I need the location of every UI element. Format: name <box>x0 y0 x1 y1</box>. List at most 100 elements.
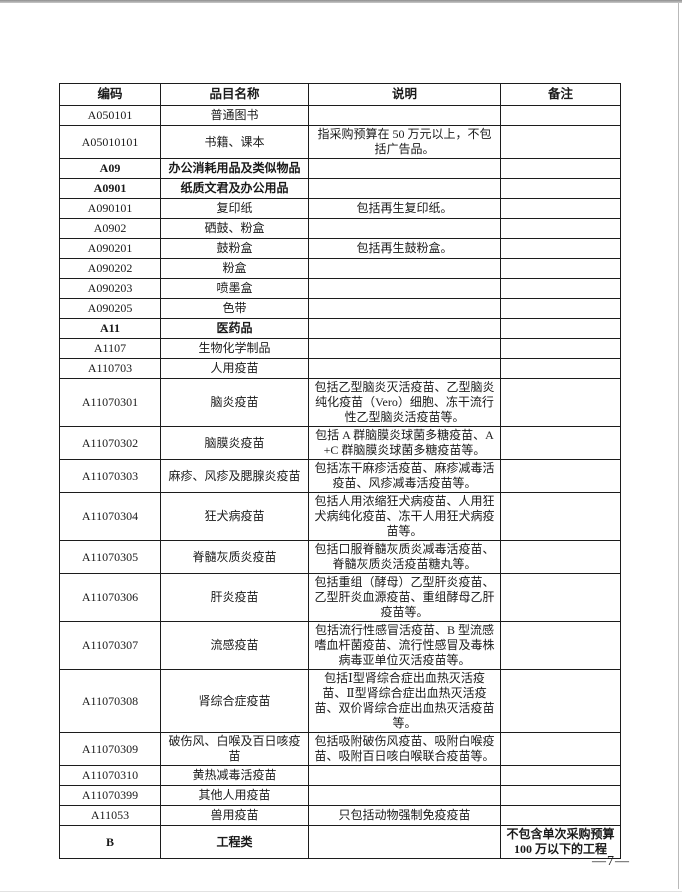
table-row: A090202 粉盒 <box>59 258 621 279</box>
cell-item-name: 生物化学制品 <box>160 338 309 359</box>
table-row: A11070306 肝炎疫苗 包括重组（酵母）乙型肝炎疫苗、乙型肝炎血源疫苗、重组酵… <box>59 573 621 622</box>
cell-remarks <box>500 805 621 826</box>
header-code: 编码 <box>59 83 161 106</box>
cell-code: A09 <box>59 158 161 179</box>
cell-code: A11070306 <box>59 573 161 622</box>
cell-description: 包括冻干麻疹活疫苗、麻疹减毒活疫苗、风疹减毒活疫苗等。 <box>308 459 501 493</box>
cell-item-name: 脊髓灰质炎疫苗 <box>160 540 309 574</box>
cell-code: A050101 <box>59 105 161 126</box>
table-row: A0902 硒鼓、粉盒 <box>59 218 621 239</box>
cell-remarks <box>500 732 621 766</box>
cell-remarks <box>500 378 621 427</box>
cell-code: A11070308 <box>59 669 161 733</box>
scan-edge-top <box>0 0 682 3</box>
cell-code: A11070304 <box>59 492 161 541</box>
cell-item-name: 人用疫苗 <box>160 358 309 379</box>
cell-remarks <box>500 125 621 159</box>
cell-code: A11070301 <box>59 378 161 427</box>
cell-remarks <box>500 540 621 574</box>
cell-code: A11070310 <box>59 765 161 786</box>
cell-item-name: 喷墨盒 <box>160 278 309 299</box>
cell-remarks <box>500 573 621 622</box>
cell-code: A0902 <box>59 218 161 239</box>
cell-remarks <box>500 765 621 786</box>
cell-description: 包括吸附破伤风疫苗、吸附白喉疫苗、吸附百日咳白喉联合疫苗等。 <box>308 732 501 766</box>
cell-description: 包括人用浓缩狂犬病疫苗、人用狂犬病纯化疫苗、冻干人用狂犬病疫苗等。 <box>308 492 501 541</box>
table-row: A11070308 肾综合症疫苗 包括Ⅰ型肾综合症出血热灭活疫苗、Ⅱ型肾综合症出血热… <box>59 669 621 733</box>
table-row: A11070301 脑炎疫苗 包括乙型脑炎灭活疫苗、乙型脑炎纯化疫苗（Vero）细胞… <box>59 378 621 427</box>
table-row: A11070304 狂犬病疫苗 包括人用浓缩狂犬病疫苗、人用狂犬病纯化疫苗、冻干人用… <box>59 492 621 541</box>
cell-item-name: 办公消耗用品及类似物品 <box>160 158 309 179</box>
cell-remarks <box>500 218 621 239</box>
catalog-table-body: A050101 普通图书 A05010101 书籍、课本 指采购预算在 50 万元以上，… <box>59 105 621 859</box>
cell-description: 包括流行性感冒活疫苗、B 型流感嗜血杆菌疫苗、流行性感冒及毒株病毒亚单位灭活疫苗… <box>308 621 501 670</box>
cell-code: A05010101 <box>59 125 161 159</box>
cell-description <box>308 278 501 299</box>
cell-item-name: 脑炎疫苗 <box>160 378 309 427</box>
table-row: A110703 人用疫苗 <box>59 358 621 379</box>
cell-description: 包括重组（酵母）乙型肝炎疫苗、乙型肝炎血源疫苗、重组酵母乙肝疫苗等。 <box>308 573 501 622</box>
cell-item-name: 肝炎疫苗 <box>160 573 309 622</box>
page-number: —7— <box>592 854 630 869</box>
cell-code: A090205 <box>59 298 161 319</box>
table-row: A11070399 其他人用疫苗 <box>59 785 621 806</box>
cell-remarks <box>500 426 621 460</box>
cell-remarks <box>500 785 621 806</box>
table-header-row: 编码 品目名称 说明 备注 <box>59 83 621 106</box>
cell-item-name: 纸质文君及办公用品 <box>160 178 309 199</box>
cell-item-name: 鼓粉盒 <box>160 238 309 259</box>
cell-description <box>308 765 501 786</box>
cell-remarks <box>500 105 621 126</box>
cell-code: A11070302 <box>59 426 161 460</box>
procurement-catalog-table: 编码 品目名称 说明 备注 A050101 普通图书 A05010101 书籍、课本指… <box>59 83 621 859</box>
cell-item-name: 其他人用疫苗 <box>160 785 309 806</box>
cell-code: A11070399 <box>59 785 161 806</box>
cell-remarks <box>500 238 621 259</box>
cell-item-name: 硒鼓、粉盒 <box>160 218 309 239</box>
cell-description <box>308 178 501 199</box>
cell-item-name: 脑膜炎疫苗 <box>160 426 309 460</box>
table-row: A090101 复印纸 包括再生复印纸。 <box>59 198 621 219</box>
cell-item-name: 狂犬病疫苗 <box>160 492 309 541</box>
cell-code: A0901 <box>59 178 161 199</box>
cell-description: 包括 A 群脑膜炎球菌多糖疫苗、A+C 群脑膜炎球菌多糖疫苗等。 <box>308 426 501 460</box>
cell-description <box>308 358 501 379</box>
cell-item-name: 复印纸 <box>160 198 309 219</box>
cell-item-name: 兽用疫苗 <box>160 805 309 826</box>
table-row: A05010101 书籍、课本 指采购预算在 50 万元以上，不包括广告品。 <box>59 125 621 159</box>
cell-code: A090203 <box>59 278 161 299</box>
cell-remarks <box>500 459 621 493</box>
cell-item-name: 粉盒 <box>160 258 309 279</box>
cell-code: A090201 <box>59 238 161 259</box>
table-row: A11053 兽用疫苗 只包括动物强制免疫疫苗 <box>59 805 621 826</box>
cell-remarks <box>500 358 621 379</box>
cell-code: A090202 <box>59 258 161 279</box>
cell-item-name: 工程类 <box>160 825 309 859</box>
cell-code: A1107 <box>59 338 161 359</box>
table-row: A050101 普通图书 <box>59 105 621 126</box>
cell-remarks <box>500 338 621 359</box>
cell-description: 包括口服脊髓灰质炎减毒活疫苗、脊髓灰质炎活疫苗糖丸等。 <box>308 540 501 574</box>
header-description: 说明 <box>308 83 501 106</box>
cell-item-name: 书籍、课本 <box>160 125 309 159</box>
header-item-name: 品目名称 <box>160 83 309 106</box>
cell-description <box>308 785 501 806</box>
cell-item-name: 色带 <box>160 298 309 319</box>
cell-remarks <box>500 258 621 279</box>
cell-remarks <box>500 669 621 733</box>
cell-description <box>308 158 501 179</box>
cell-remarks <box>500 492 621 541</box>
cell-code: A11053 <box>59 805 161 826</box>
cell-description <box>308 258 501 279</box>
cell-description: 包括乙型脑炎灭活疫苗、乙型脑炎纯化疫苗（Vero）细胞、冻干流行性乙型脑炎活疫苗… <box>308 378 501 427</box>
cell-remarks <box>500 198 621 219</box>
cell-code: A11070305 <box>59 540 161 574</box>
table-row: A11070303 麻疹、风疹及腮腺炎疫苗 包括冻干麻疹活疫苗、麻疹减毒活疫苗、风疹… <box>59 459 621 493</box>
table-row: A1107 生物化学制品 <box>59 338 621 359</box>
table-row: A11070307 流感疫苗 包括流行性感冒活疫苗、B 型流感嗜血杆菌疫苗、流行性感… <box>59 621 621 670</box>
cell-code: A090101 <box>59 198 161 219</box>
table-row: B 工程类 不包含单次采购预算 100 万以下的工程 <box>59 825 621 859</box>
cell-description: 包括再生复印纸。 <box>308 198 501 219</box>
cell-item-name: 流感疫苗 <box>160 621 309 670</box>
